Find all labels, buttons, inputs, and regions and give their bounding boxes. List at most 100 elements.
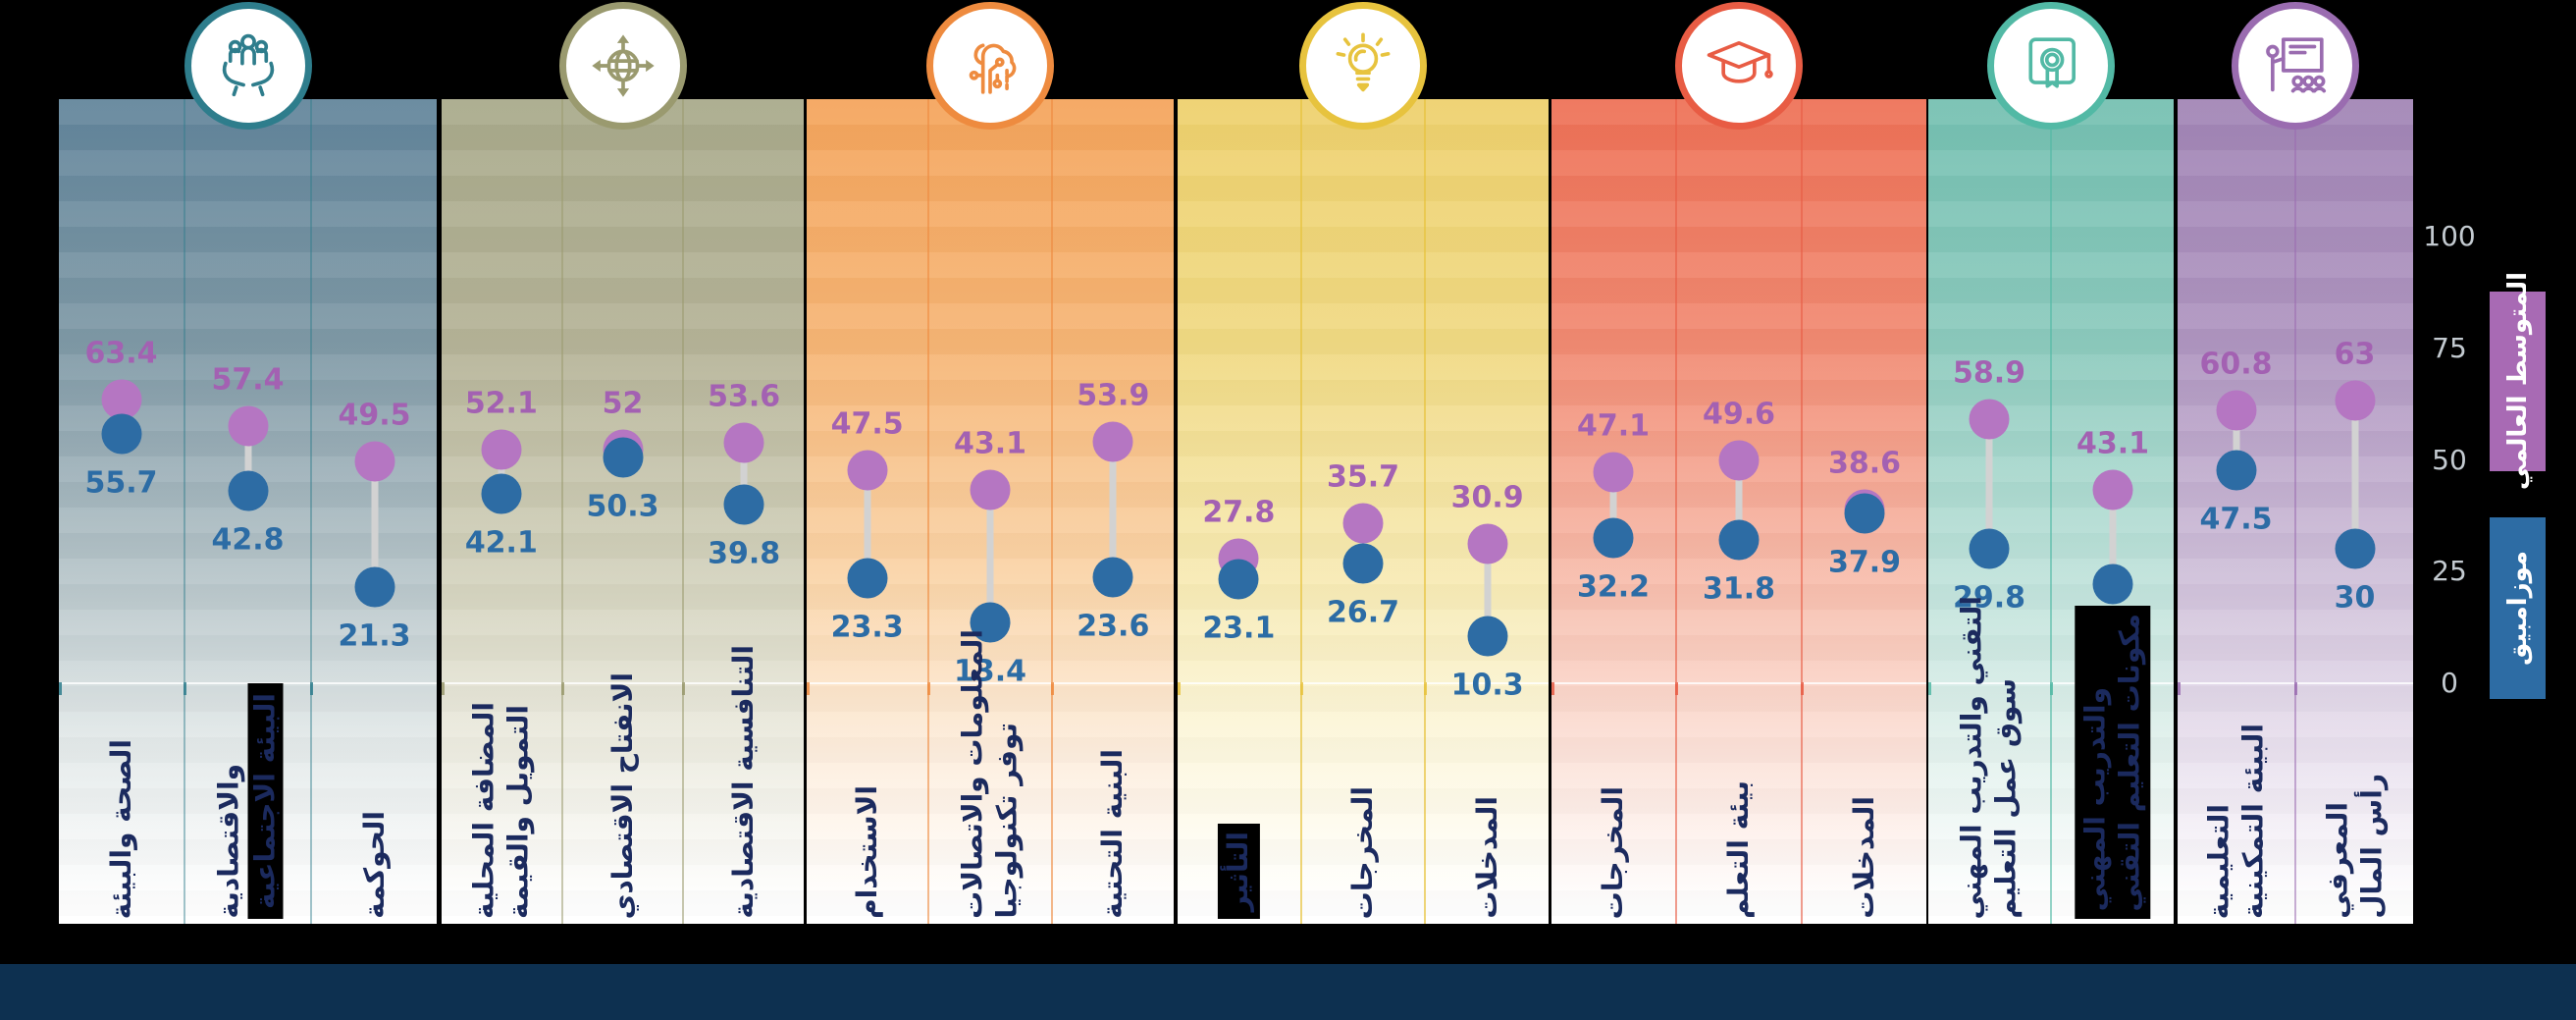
global-average-dot[interactable] bbox=[1467, 523, 1508, 564]
global-average-dot[interactable] bbox=[2335, 380, 2375, 421]
pillar-group-innovation: 27.8 23.1 التأثير 35.7 26.7 المخرجات 30.9 10.3 ا… bbox=[1178, 2, 1549, 924]
category-column[interactable]: 49.5 21.3 الحوكمة bbox=[310, 99, 437, 924]
category-label-line: الاستخدام bbox=[850, 785, 883, 919]
mozambique-dot[interactable] bbox=[1218, 559, 1259, 600]
mozambique-value: 23.1 bbox=[1202, 611, 1276, 646]
category-column[interactable]: 57.4 42.8 البيئة الاجتماعية والاقتصادية bbox=[184, 99, 310, 924]
global-average-value: 58.9 bbox=[1952, 355, 2026, 391]
category-label-line: المدخلات bbox=[1847, 796, 1880, 919]
dumbbell-connector bbox=[498, 449, 505, 495]
category-column[interactable]: 52.1 42.1 التمويل والقيمة المضافة المحلية bbox=[442, 99, 561, 924]
mozambique-dot[interactable] bbox=[2092, 564, 2133, 605]
category-column[interactable]: 47.1 32.2 المخرجات bbox=[1551, 99, 1675, 924]
global-average-dot[interactable] bbox=[354, 441, 394, 482]
mozambique-dot[interactable] bbox=[2335, 528, 2375, 568]
category-column[interactable]: 30.9 10.3 المدخلات bbox=[1424, 99, 1549, 924]
global-average-dot[interactable] bbox=[1593, 452, 1634, 493]
mozambique-dot[interactable] bbox=[1718, 519, 1760, 561]
category-column[interactable]: 49.6 31.8 بيئة التعلم bbox=[1675, 99, 1801, 924]
mozambique-dot[interactable] bbox=[723, 484, 764, 525]
mozambique-dot[interactable] bbox=[1467, 616, 1508, 657]
mozambique-dot[interactable] bbox=[2216, 450, 2256, 491]
mozambique-dot[interactable] bbox=[1092, 557, 1133, 598]
global-average-dot[interactable] bbox=[847, 450, 888, 491]
category-label-line: المضافة المحلية bbox=[467, 702, 500, 919]
global-average-dot[interactable] bbox=[1092, 421, 1133, 462]
category-column[interactable]: 63.4 55.7 الصحة والبيئة bbox=[59, 99, 184, 924]
axis-baseline bbox=[807, 682, 1174, 684]
category-column[interactable]: 43.1 13.4 توفر تكنولوجيا المعلومات والاتصال… bbox=[927, 99, 1050, 924]
category-column[interactable]: 63 30 رأس المال المعرفي bbox=[2294, 99, 2413, 924]
category-label-line: رأس المال bbox=[2355, 774, 2388, 919]
mozambique-dot[interactable] bbox=[970, 602, 1011, 643]
axis-tick-label: 25 bbox=[2432, 555, 2467, 588]
mozambique-value: 50.3 bbox=[586, 489, 659, 524]
category-label-line: التقني والتدريب المهني bbox=[1955, 595, 1988, 919]
certificate-icon bbox=[1987, 2, 2115, 130]
category-label-line: بيئة التعلم bbox=[1721, 780, 1755, 919]
global-average-dot[interactable] bbox=[723, 422, 764, 463]
category-label: توفر تكنولوجيا المعلومات والاتصالات bbox=[956, 629, 1023, 919]
global-average-value: 43.1 bbox=[953, 426, 1026, 461]
category-label: الانفتاح الاقتصادي bbox=[605, 672, 638, 919]
category-label-line: والاقتصادية bbox=[211, 764, 244, 919]
mozambique-dot[interactable] bbox=[603, 437, 643, 478]
category-label-line: التنافسية الاقتصادية bbox=[727, 645, 761, 919]
global-average-dot[interactable] bbox=[101, 379, 141, 420]
global-average-dot[interactable] bbox=[2216, 390, 2256, 431]
category-label-line: التمويل والقيمة bbox=[501, 705, 535, 919]
category-label: الاستخدام bbox=[850, 785, 883, 919]
mozambique-dot[interactable] bbox=[1844, 493, 1885, 534]
dumbbell-connector bbox=[371, 460, 378, 588]
globe-expansion-icon bbox=[558, 2, 687, 130]
mozambique-dot[interactable] bbox=[481, 473, 522, 514]
axis-tick-label: 50 bbox=[2432, 443, 2467, 476]
axis-tick-label: 75 bbox=[2432, 331, 2467, 364]
community-care-icon bbox=[184, 2, 312, 130]
global-average-dot[interactable] bbox=[1342, 503, 1384, 544]
global-average-dot[interactable] bbox=[1718, 440, 1760, 481]
legend-global-average[interactable]: المتوسط العالمي bbox=[2490, 272, 2546, 491]
mozambique-value: 42.1 bbox=[464, 525, 538, 561]
mozambique-dot[interactable] bbox=[228, 470, 268, 511]
mozambique-dot[interactable] bbox=[1593, 517, 1634, 559]
category-label-line: البيئة الاجتماعية bbox=[247, 682, 284, 919]
global-average-dot[interactable] bbox=[970, 469, 1011, 510]
mozambique-dot[interactable] bbox=[1342, 543, 1384, 583]
pillar-group-tvet: 58.9 29.8 سوق عمل التعليم التقني والتدريب ا… bbox=[1928, 2, 2174, 924]
mozambique-dot[interactable] bbox=[1969, 528, 2010, 569]
category-column[interactable]: 53.9 23.6 البنية التحتية bbox=[1050, 99, 1174, 924]
category-label-line: سوق عمل التعليم bbox=[1989, 678, 2023, 919]
category-column[interactable]: 58.9 29.8 سوق عمل التعليم التقني والتدريب ا… bbox=[1928, 99, 2050, 924]
global-average-value: 49.5 bbox=[338, 398, 411, 433]
mozambique-dot[interactable] bbox=[847, 558, 888, 599]
classroom-presentation-icon bbox=[2232, 2, 2359, 130]
global-average-value: 30.9 bbox=[1450, 480, 1524, 515]
mozambique-dot[interactable] bbox=[101, 413, 141, 455]
global-average-dot[interactable] bbox=[481, 429, 522, 470]
legend-mozambique-label: موزامبيق bbox=[2502, 550, 2533, 667]
category-column[interactable]: 47.5 23.3 الاستخدام bbox=[807, 99, 927, 924]
pillar-group-health-society: 63.4 55.7 الصحة والبيئة 57.4 42.8 البيئة الاج… bbox=[59, 2, 437, 924]
category-label: سوق عمل التعليم التقني والتدريب المهني bbox=[1955, 595, 2023, 919]
category-label: المدخلات bbox=[1471, 796, 1503, 919]
axis-tick-label: 0 bbox=[2441, 667, 2458, 699]
category-label: الحوكمة bbox=[357, 811, 390, 919]
dumbbell-connector bbox=[244, 425, 251, 492]
dumbbell-connector bbox=[1484, 544, 1492, 637]
category-label: رأس المال المعرفي bbox=[2320, 774, 2388, 919]
category-column[interactable]: 60.8 47.5 البيئة التمكينية التعليمية bbox=[2178, 99, 2294, 924]
category-column[interactable]: 53.6 39.8 التنافسية الاقتصادية bbox=[682, 99, 804, 924]
mozambique-dot[interactable] bbox=[354, 566, 394, 608]
category-label-line: المعرفي bbox=[2320, 802, 2353, 919]
category-column[interactable]: 35.7 26.7 المخرجات bbox=[1299, 99, 1425, 924]
global-average-dot[interactable] bbox=[228, 405, 268, 447]
category-column[interactable]: 27.8 23.1 التأثير bbox=[1178, 99, 1300, 924]
global-average-dot[interactable] bbox=[2092, 469, 2133, 510]
category-label: المخرجات bbox=[1346, 786, 1379, 919]
category-column[interactable]: 38.6 37.9 المدخلات bbox=[1801, 99, 1926, 924]
legend-mozambique[interactable]: موزامبيق bbox=[2490, 517, 2546, 699]
global-average-dot[interactable] bbox=[1969, 399, 2010, 440]
category-column[interactable]: 52 50.3 الانفتاح الاقتصادي bbox=[560, 99, 683, 924]
